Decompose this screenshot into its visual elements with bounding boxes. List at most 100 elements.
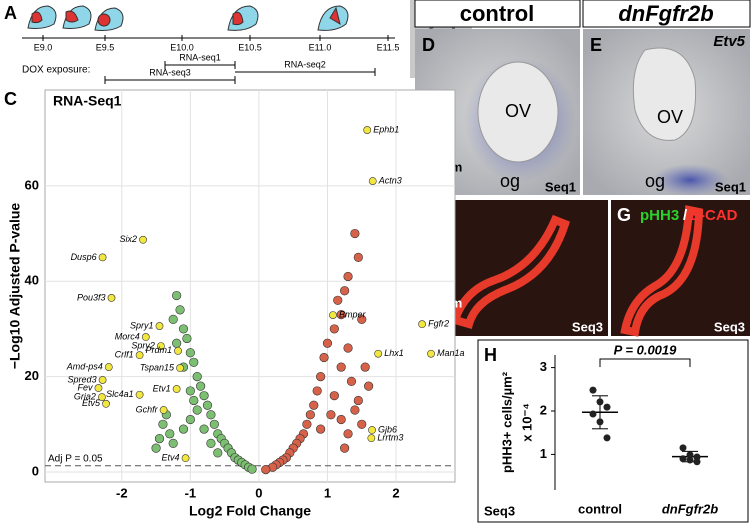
point [192,372,202,382]
bar-label: RNA-seq3 [149,67,191,77]
x-tick-label: dnFgfr2b [662,501,718,516]
point [329,311,337,319]
point [176,364,184,372]
point [135,351,144,360]
ov-label: OV [657,107,683,127]
point [427,349,435,358]
x-tick-label: 1 [324,485,331,500]
point [589,386,597,394]
point [350,405,360,415]
timeline-label: E11.0 [309,42,332,52]
header: control [460,1,535,26]
point [202,400,213,410]
x-tick-label: -2 [116,485,128,500]
point-label: Ephb1 [373,124,399,134]
x-tick-label: control [578,501,622,516]
point [343,429,353,439]
point [340,286,350,296]
point [322,338,333,348]
point-label: Spred3 [68,374,97,384]
point [98,253,107,262]
point [213,448,223,458]
point [343,343,353,353]
point [418,320,426,329]
embryo-icons [22,5,395,39]
bar-label: RNA-seq2 [284,59,326,69]
point [686,456,694,464]
point [156,342,165,350]
panel-letter: C [4,89,17,109]
point [107,294,116,302]
point [357,314,367,324]
point [199,391,209,401]
timeline-label: E9.0 [34,42,53,52]
point-label: Etv4 [162,453,180,463]
point [247,464,257,474]
point [316,372,326,382]
point [679,455,687,463]
point [336,414,346,425]
point [168,438,178,448]
point [181,454,190,463]
point [596,418,604,426]
point [693,458,701,466]
point [139,235,147,244]
point [206,410,216,420]
significance-bracket [599,358,691,367]
point-label: Actn3 [378,175,402,185]
point [178,424,189,434]
panel-frame [477,339,749,523]
panel-letter: H [484,345,497,365]
gene-label: Etv5 [713,33,745,50]
plot-area [44,89,456,483]
y-axis-label: −Log10 Adjusted P-value [7,203,23,370]
epithelium [449,214,570,329]
point [189,357,199,367]
point [302,419,312,429]
point [185,386,195,396]
og-label: og [645,171,665,191]
x-tick-label: 2 [392,485,399,500]
panel-letter: G [617,205,631,225]
point-label: Etv1 [153,383,171,393]
stain [652,164,728,196]
point [363,126,372,134]
point-label: Dusp6 [71,252,97,262]
panel-letter: D [422,35,435,55]
point-label: Bmper [339,309,367,319]
threshold-label: Adj P = 0.05 [48,453,103,464]
point [185,348,195,358]
point [368,177,377,185]
marker-label: E-CAD [690,207,738,224]
point [357,419,367,429]
point [603,434,611,442]
panel-letter: E [590,35,602,55]
point [374,349,383,358]
point [168,314,178,324]
point-label: Six2 [120,234,138,244]
point [199,424,209,434]
y-tick-label: 1 [540,446,547,461]
ov-label: OV [505,101,531,121]
point [364,381,374,391]
timeline-label: E10.0 [170,42,194,52]
timeline-label: E11.5 [377,42,400,52]
y-tick-label: 20 [25,368,39,383]
point [367,434,376,443]
point [104,363,113,371]
point-label: Fgfr2 [428,319,449,329]
seq-label: Seq1 [715,179,746,194]
point [172,290,182,301]
point-label: Spry1 [130,320,154,330]
panel-letter: A [4,3,17,23]
point [196,381,206,391]
point [172,338,182,348]
y-tick-label: 0 [32,463,39,478]
otic-vesicle [632,47,697,141]
point [679,444,687,452]
point-label: Lhx1 [384,348,404,358]
point [151,443,161,453]
point [360,362,370,372]
point [596,398,604,406]
seq-label: Seq3 [484,503,515,518]
